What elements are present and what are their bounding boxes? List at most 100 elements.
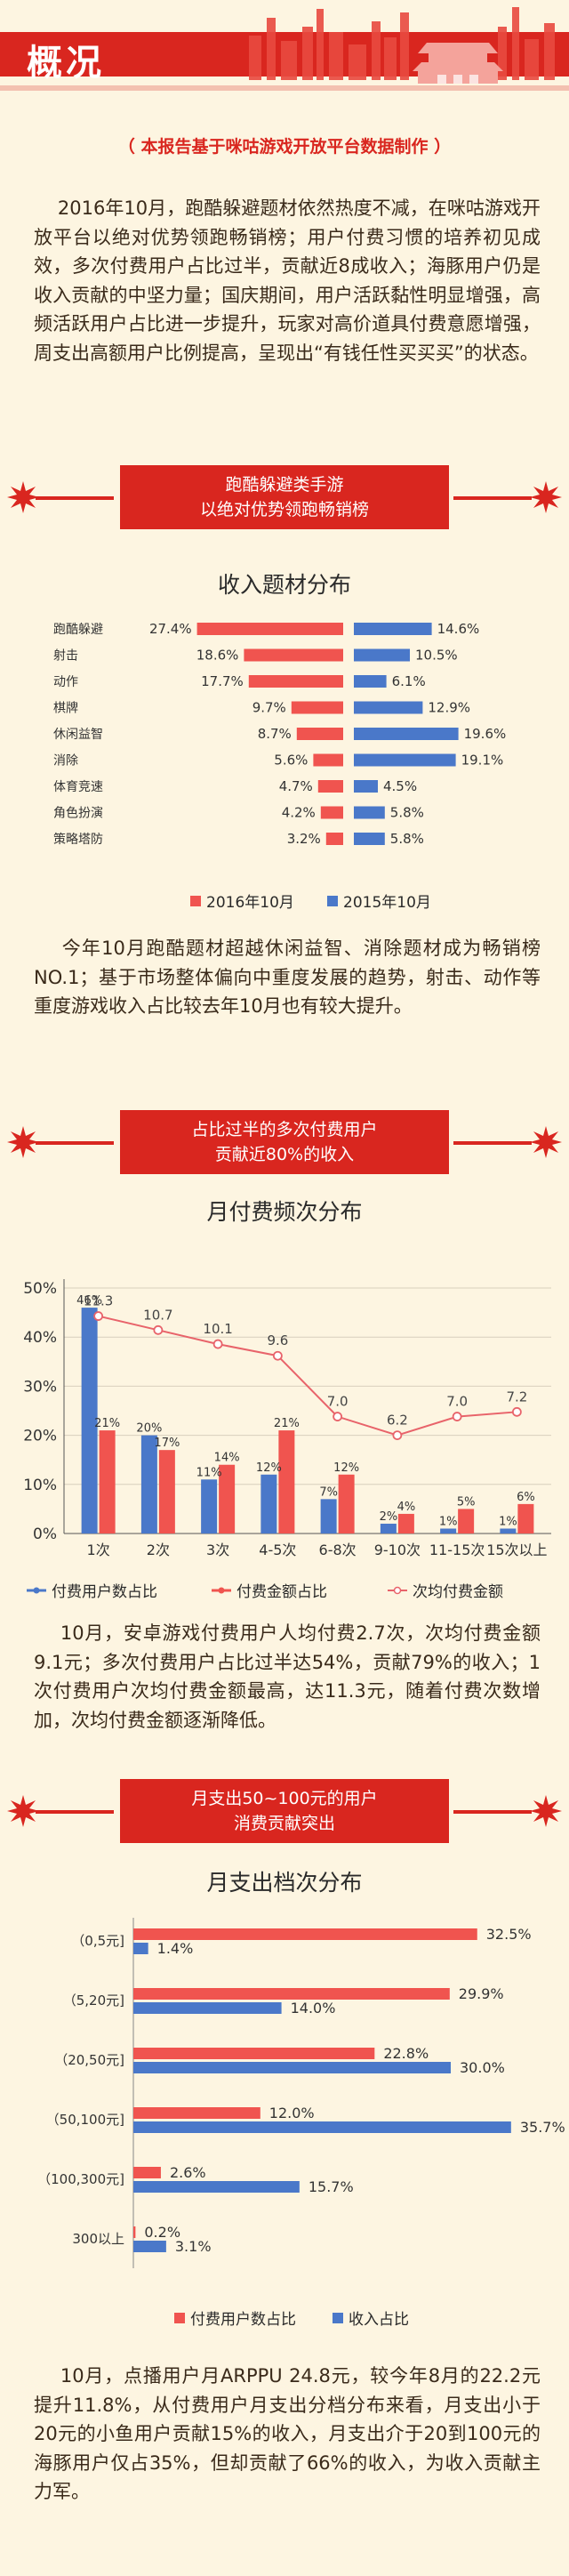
bar-amount-share (458, 1509, 475, 1534)
category-label: （100,300元] (37, 2171, 124, 2187)
value-label-amount: 6% (517, 1491, 535, 1504)
bar-2016 (313, 753, 343, 767)
point-avg-amount (333, 1412, 343, 1421)
banner-dash-left (36, 1810, 114, 1814)
starburst-icon (7, 1795, 39, 1827)
value-label-amount: 21% (274, 1417, 300, 1430)
line-avg-amount (98, 1315, 517, 1437)
bar-2015 (354, 728, 459, 740)
category-label: （5,20元] (63, 1992, 124, 2008)
value-label-revenue: 35.7% (520, 2119, 565, 2136)
value-label-amount: 4% (397, 1501, 416, 1514)
value-label-payer: 12% (256, 1461, 282, 1475)
legend-2015: 2015年10月 (327, 890, 431, 912)
intro-paragraph: 2016年10月，跑酷躲避题材依然热度不减，在咪咕游戏开放平台以绝对优势领跑畅销… (34, 197, 541, 364)
bar-payer-share (133, 2048, 375, 2059)
bar-2016 (325, 833, 343, 845)
value-label-payer: 2% (380, 1510, 398, 1524)
y-tick-label: 20% (23, 1428, 57, 1445)
bar-revenue-share (133, 2121, 511, 2133)
y-tick-label: 0% (33, 1525, 57, 1543)
bar-payer-share (133, 1928, 477, 1940)
page-title: 概况 (27, 43, 105, 84)
legend-label: 付费金额占比 (236, 1583, 327, 1601)
bar-2016 (291, 701, 343, 714)
value-label-2015: 5.8% (390, 805, 424, 821)
value-label-2015: 4.5% (383, 778, 417, 794)
value-label-2015: 5.8% (390, 831, 424, 847)
skyline-illustration (249, 7, 555, 84)
value-label-2015: 12.9% (428, 700, 470, 716)
bar-2015 (354, 833, 385, 845)
banner-line-1: 跑酷躲避类手游 (225, 475, 344, 495)
value-label-2015: 10.5% (415, 648, 458, 664)
bar-2016 (248, 675, 343, 688)
starburst-icon (7, 481, 39, 513)
legend-line-blue (27, 1587, 46, 1593)
bar-payer-share (133, 2167, 161, 2178)
value-label-2016: 9.7% (252, 700, 286, 716)
bar-amount-share (338, 1474, 355, 1534)
bar-amount-share (158, 1450, 175, 1534)
bar-amount-share (278, 1430, 295, 1534)
value-label-2016: 4.2% (282, 805, 316, 821)
category-label: 300以上 (72, 2231, 124, 2247)
value-label-2016: 18.6% (196, 648, 239, 664)
x-tick-label: 2次 (147, 1542, 170, 1558)
legend-label: 付费用户数占比 (190, 2311, 296, 2329)
bar-amount-share (517, 1503, 534, 1534)
bar-payer-share (133, 2107, 260, 2119)
report-source-note: （ 本报告基于咪咕游戏开放平台数据制作 ） (117, 137, 452, 157)
page-header: 概况 (0, 0, 569, 109)
value-label-2016: 8.7% (258, 726, 292, 742)
bar-2015 (354, 623, 432, 635)
bar-payer-share (81, 1308, 98, 1534)
bar-payer-share (140, 1435, 157, 1534)
banner-dash-left (36, 1141, 114, 1145)
value-label-revenue: 3.1% (175, 2238, 212, 2255)
legend-payers-share: 付费用户数占比 (174, 2306, 296, 2329)
value-label-amount: 14% (214, 1452, 240, 1465)
bar-revenue-share (133, 2062, 451, 2073)
bar-payer-share (380, 1523, 397, 1534)
bar-2016 (244, 648, 343, 662)
value-label-revenue: 30.0% (460, 2059, 505, 2076)
legend-line-red (212, 1587, 231, 1593)
bar-2015 (354, 806, 385, 819)
legend-revenue-share: 收入占比 (333, 2306, 409, 2329)
value-label-payer: 32.5% (486, 1926, 532, 1943)
bar-payer-share (500, 1528, 517, 1534)
banner-line-2: 以绝对优势领跑畅销榜 (199, 500, 369, 519)
point-avg-amount (212, 1339, 223, 1349)
starburst-icon (530, 1795, 562, 1827)
banner-line-2: 贡献近80%的收入 (214, 1145, 355, 1164)
section-banner-1: 跑酷躲避类手游 以绝对优势领跑畅销榜 (0, 465, 569, 529)
value-label-amount: 5% (457, 1495, 476, 1509)
section-banner-2: 占比过半的多次付费用户 贡献近80%的收入 (0, 1110, 569, 1174)
banner-dash-right (453, 1141, 532, 1145)
starburst-icon (7, 1126, 39, 1158)
point-avg-amount (392, 1430, 403, 1441)
section-banner-3: 月支出50~100元的用户 消费贡献突出 (0, 1779, 569, 1843)
y-tick-label: 50% (23, 1280, 57, 1298)
bar-revenue-share (133, 1943, 148, 1954)
value-label-revenue: 15.7% (309, 2178, 354, 2195)
chart-title-genre: 收入题材分布 (217, 572, 351, 598)
banner-line-1: 月支出50~100元的用户 (191, 1789, 378, 1808)
value-label-payer: 46% (76, 1294, 102, 1308)
category-label: （50,100元] (46, 2112, 124, 2128)
legend-2016: 2016年10月 (190, 890, 294, 912)
value-label-2015: 19.6% (464, 726, 507, 742)
value-label-2016: 17.7% (201, 673, 244, 689)
y-tick-label: 40% (23, 1329, 57, 1347)
bar-amount-share (219, 1464, 236, 1534)
value-label-avg: 9.6 (267, 1332, 288, 1348)
bar-payer-share (133, 1988, 450, 2000)
header-divider (0, 85, 569, 91)
value-label-payer: 7% (319, 1485, 338, 1499)
bar-amount-share (99, 1430, 116, 1534)
monthly-spending-chart: （0,5元] 32.5% 1.4% （5,20元] 29.9% 14.0% （20,50元]… (37, 1918, 565, 2268)
y-tick-label: 30% (23, 1378, 57, 1396)
legend-swatch-blue (327, 895, 338, 906)
bar-2016 (196, 623, 343, 635)
